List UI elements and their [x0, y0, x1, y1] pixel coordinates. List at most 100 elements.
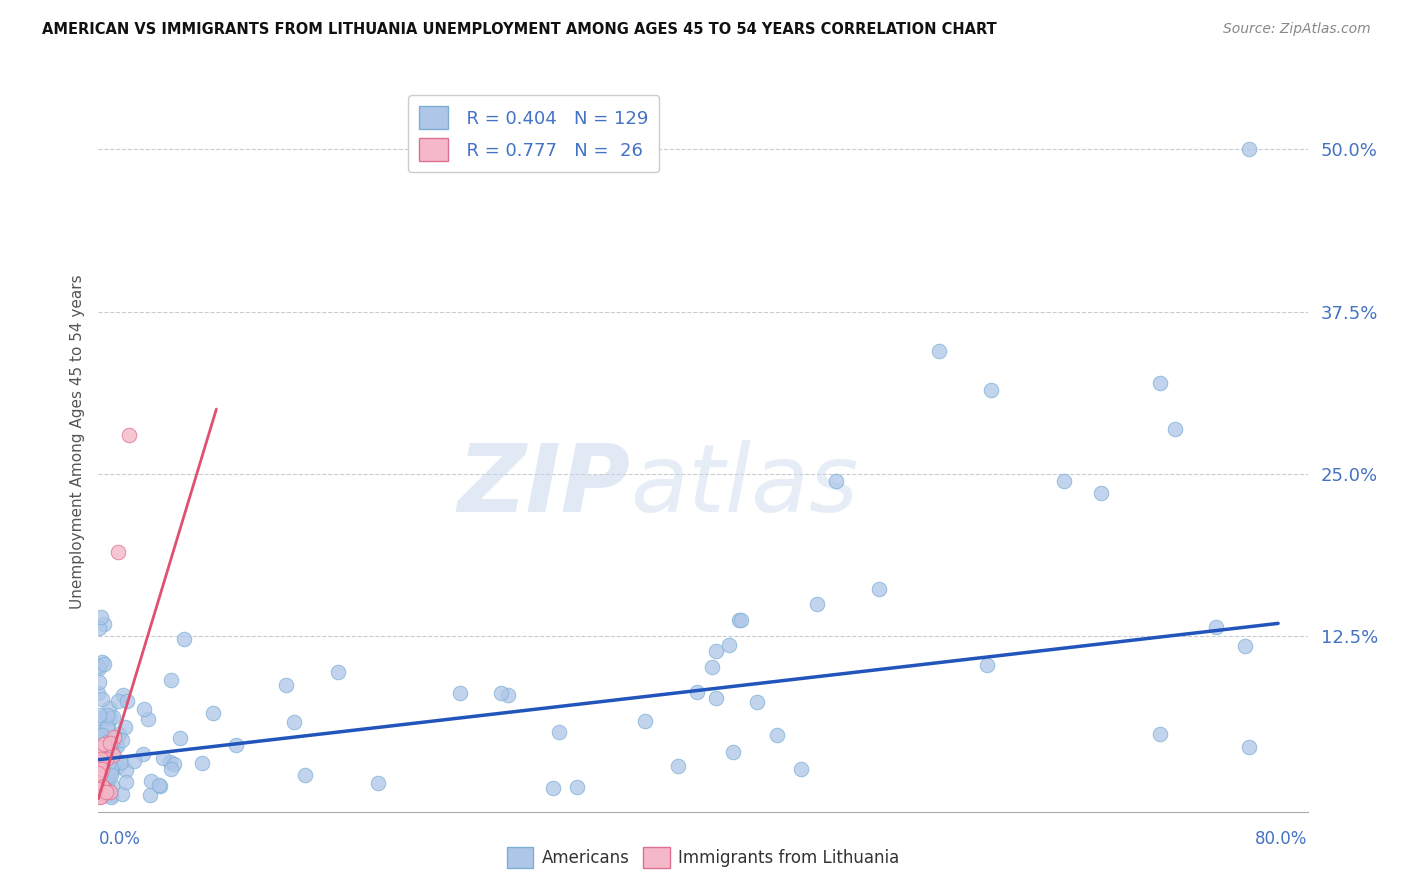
Point [90, 789, 112, 803]
Point [110, 732, 132, 747]
Point [367, 775, 389, 789]
Point [730, 613, 752, 627]
Point [107, 545, 129, 559]
Point [1164, 421, 1187, 435]
Point [87, 781, 110, 796]
Point [90, 786, 112, 800]
Point [91, 655, 114, 669]
Point [97, 718, 120, 732]
Point [97, 766, 120, 780]
Point [93, 657, 115, 672]
Point [824, 474, 846, 488]
Point [868, 582, 890, 596]
Point [976, 658, 998, 673]
Point [100, 768, 122, 782]
Point [1090, 486, 1112, 500]
Point [87, 660, 110, 674]
Point [105, 760, 128, 774]
Text: ZIP: ZIP [457, 440, 630, 532]
Text: AMERICAN VS IMMIGRANTS FROM LITHUANIA UNEMPLOYMENT AMONG AGES 45 TO 54 YEARS COR: AMERICAN VS IMMIGRANTS FROM LITHUANIA UN… [42, 22, 997, 37]
Point [131, 747, 153, 761]
Point [727, 613, 749, 627]
Point [1053, 474, 1076, 488]
Point [87, 789, 110, 804]
Point [110, 755, 132, 769]
Point [114, 764, 136, 778]
Point [806, 598, 828, 612]
Point [152, 750, 174, 764]
Point [1205, 620, 1227, 634]
Point [104, 731, 127, 745]
Point [91, 782, 114, 797]
Point [94, 752, 117, 766]
Point [110, 755, 132, 769]
Point [1234, 640, 1257, 654]
Point [101, 747, 124, 762]
Point [1237, 739, 1260, 754]
Point [87, 659, 110, 673]
Text: Source: ZipAtlas.com: Source: ZipAtlas.com [1223, 22, 1371, 37]
Point [201, 706, 224, 721]
Point [118, 428, 141, 442]
Point [87, 766, 110, 780]
Y-axis label: Unemployment Among Ages 45 to 54 years: Unemployment Among Ages 45 to 54 years [69, 274, 84, 609]
Point [1149, 376, 1171, 390]
Point [90, 692, 112, 706]
Point [90, 762, 112, 776]
Point [101, 736, 124, 750]
Point [101, 710, 124, 724]
Point [449, 686, 471, 700]
Point [136, 712, 159, 726]
Point [89, 754, 111, 768]
Point [90, 609, 112, 624]
Point [704, 644, 727, 658]
Point [91, 779, 114, 793]
Point [190, 756, 212, 770]
Point [294, 768, 316, 782]
Point [489, 686, 512, 700]
Point [169, 731, 191, 745]
Point [87, 785, 110, 799]
Point [111, 787, 134, 801]
Point [98, 785, 121, 799]
Point [274, 678, 297, 692]
Point [141, 773, 163, 788]
Point [98, 755, 121, 769]
Point [90, 786, 112, 800]
Point [1149, 727, 1171, 741]
Point [89, 750, 111, 764]
Point [87, 711, 110, 725]
Point [97, 769, 120, 783]
Point [90, 761, 112, 775]
Point [87, 781, 110, 796]
Point [96, 738, 118, 752]
Point [89, 621, 111, 635]
Point [666, 759, 689, 773]
Point [93, 616, 115, 631]
Legend: Americans, Immigrants from Lithuania: Americans, Immigrants from Lithuania [501, 840, 905, 875]
Point [90, 772, 112, 786]
Point [160, 673, 183, 687]
Point [160, 762, 183, 776]
Point [97, 700, 120, 714]
Point [717, 638, 740, 652]
Point [100, 761, 122, 775]
Point [87, 707, 110, 722]
Point [173, 632, 195, 646]
Point [115, 694, 138, 708]
Point [790, 762, 813, 776]
Point [149, 779, 172, 793]
Point [101, 747, 124, 761]
Point [87, 675, 110, 690]
Point [124, 754, 146, 768]
Point [766, 728, 789, 742]
Point [87, 761, 110, 775]
Point [1237, 142, 1260, 156]
Point [107, 694, 129, 708]
Point [89, 772, 111, 786]
Point [721, 746, 744, 760]
Text: 80.0%: 80.0% [1256, 830, 1308, 848]
Point [89, 789, 111, 804]
Point [91, 781, 114, 796]
Point [96, 707, 118, 722]
